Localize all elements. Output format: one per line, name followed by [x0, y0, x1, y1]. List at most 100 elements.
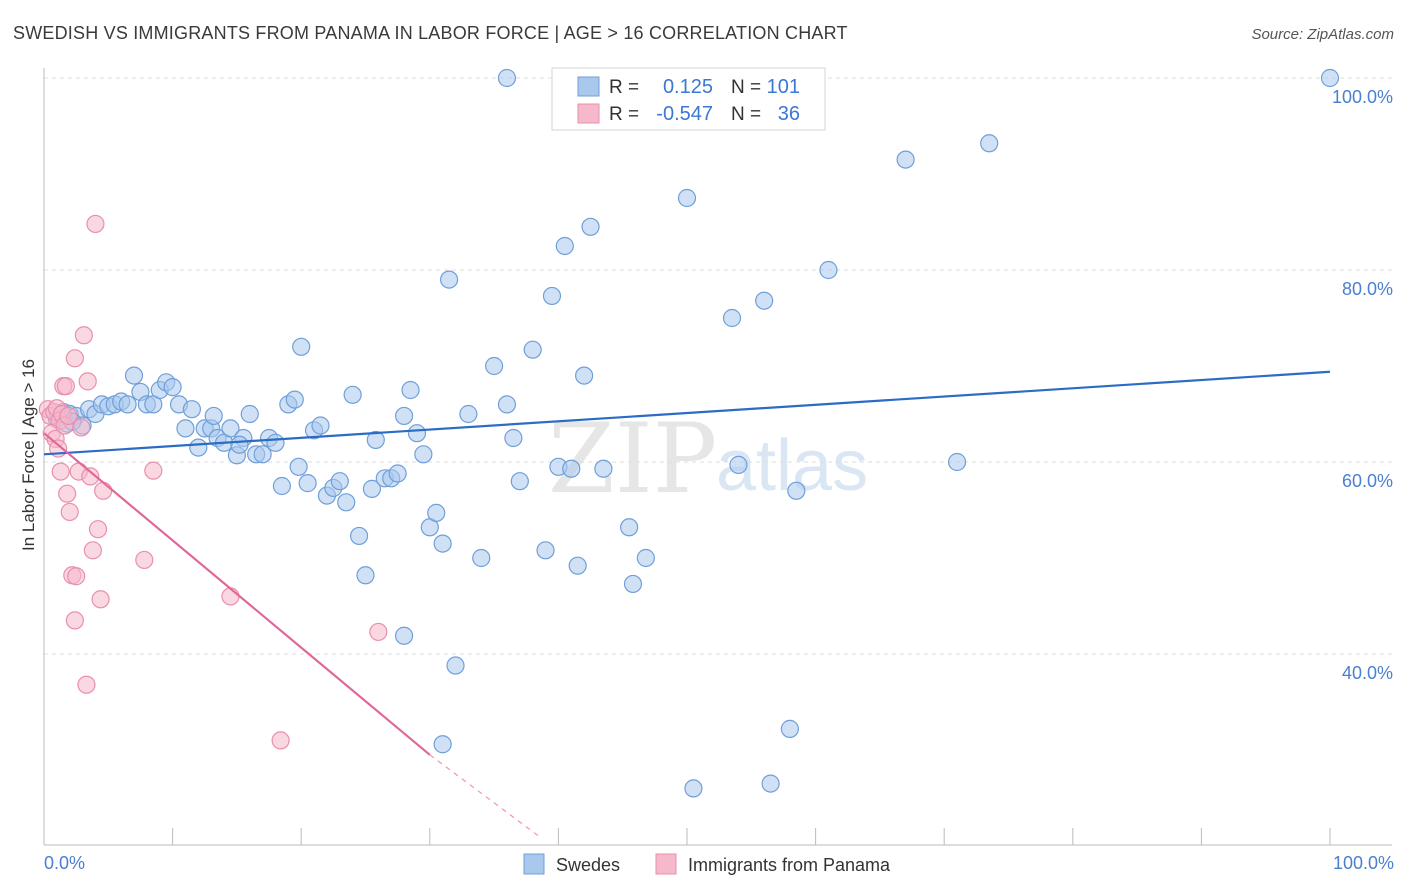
bottom-legend-swatch-panama: [655, 853, 677, 875]
panama-point-19: [74, 326, 93, 345]
panama-point-26: [91, 590, 110, 609]
swedes-point-86: [636, 548, 655, 568]
swedes-point-66: [439, 270, 459, 289]
swedes-point-82: [581, 217, 600, 236]
x-tick-label-max: 100.0%: [1333, 853, 1394, 873]
trend-line-swedes: [43, 370, 1331, 456]
swedes-point-81: [575, 366, 594, 385]
swedes-point-92: [819, 260, 838, 280]
swedes-point-91: [787, 481, 806, 500]
swedes-point-61: [407, 424, 427, 443]
legend-r-label-1: R =: [609, 77, 639, 98]
swedes-point-65: [433, 534, 452, 553]
swedes-point-53: [356, 566, 375, 585]
x-tick-label-min: 0.0%: [44, 853, 85, 873]
legend-n-value-1: 101: [767, 76, 800, 98]
swedes-point-28: [204, 406, 223, 426]
swedes-point-88: [722, 308, 742, 328]
swedes-point-80: [568, 556, 587, 575]
swedes-point-68: [459, 404, 478, 424]
swedes-point-59: [394, 406, 414, 426]
swedes-point-23: [182, 400, 201, 419]
swedes-point-93: [896, 150, 915, 169]
legend-r-label-2: R =: [609, 104, 639, 125]
swedes-point-49: [330, 472, 349, 491]
swedes-point-33: [230, 435, 249, 454]
swedes-point-51: [343, 385, 362, 404]
swedes-point-62: [414, 445, 433, 464]
swedes-point-64: [427, 503, 446, 522]
swedes-point-70: [485, 356, 504, 376]
panama-point-34: [369, 622, 388, 642]
swedes-point-84: [620, 518, 639, 537]
panama-point-13: [60, 502, 79, 522]
panama-point-12: [58, 484, 77, 503]
panama-point-23: [83, 541, 102, 560]
panama-point-9: [51, 462, 70, 481]
panama-point-18: [72, 418, 91, 437]
panama-point-24: [86, 214, 105, 234]
swedes-point-96: [394, 626, 414, 645]
swedes-point-13: [118, 395, 137, 414]
swedes-point-76: [542, 286, 562, 306]
swedes-point-34: [240, 404, 259, 424]
panama-point-16: [67, 567, 86, 586]
panama-point-27: [94, 481, 113, 500]
stats-legend: R = 0.125 N = 101 R = -0.547 N = 36: [551, 67, 826, 131]
panama-point-31: [144, 461, 163, 480]
swedes-point-58: [388, 464, 407, 483]
swedes-point-24: [189, 438, 208, 457]
swedes-point-75: [536, 541, 555, 560]
swedes-point-94: [947, 452, 967, 472]
y-tick-label-2: 80.0%: [1342, 279, 1393, 299]
bottom-legend-label-swedes: Swedes: [556, 855, 620, 875]
swedes-point-102: [1320, 68, 1340, 88]
swedes-point-89: [729, 455, 748, 474]
panama-point-32: [221, 587, 240, 606]
swedes-point-46: [311, 416, 330, 435]
trend-line-panama-extrapolated: [429, 754, 540, 837]
panama-point-20: [77, 675, 96, 694]
panama-point-35: [59, 406, 78, 426]
swedes-point-50: [337, 493, 356, 512]
bottom-legend-label-panama: Immigrants from Panama: [688, 855, 891, 875]
swedes-point-44: [298, 474, 317, 493]
panama-point-28: [65, 349, 84, 368]
swedes-point-54: [362, 479, 382, 498]
swedes-point-14: [124, 366, 144, 385]
swedes-point-73: [510, 472, 529, 491]
axes: [43, 68, 1392, 846]
swedes-point-52: [349, 526, 369, 546]
swedes-point-42: [289, 457, 308, 476]
swedes-point-55: [366, 430, 385, 450]
swedes-point-95: [980, 134, 999, 153]
swedes-point-43: [292, 337, 311, 356]
swedes-point-98: [684, 779, 703, 798]
swedes-point-72: [504, 428, 523, 448]
watermark-zip: ZIP: [548, 403, 717, 515]
legend-swatch-swedes: [577, 76, 600, 97]
chart-title: SWEDISH VS IMMIGRANTS FROM PANAMA IN LAB…: [13, 23, 848, 43]
panama-point-25: [88, 520, 108, 539]
swedes-point-41: [285, 390, 304, 409]
swedes-point-100: [780, 719, 799, 738]
swedes-point-71: [497, 395, 517, 414]
swedes-point-67: [446, 656, 465, 675]
swedes-point-30: [221, 419, 240, 438]
swedes-point-79: [562, 459, 581, 478]
panama-point-33: [271, 731, 290, 750]
swedes-point-83: [594, 459, 613, 478]
swedes-point-22: [176, 419, 195, 438]
swedes-point-85: [623, 574, 643, 594]
y-tick-labels: 40.0% 60.0% 80.0% 100.0%: [1332, 87, 1393, 683]
panama-point-15: [65, 611, 84, 630]
swedes-point-38: [266, 433, 285, 452]
trend-lines: [43, 370, 1331, 837]
swedes-point-74: [523, 340, 542, 359]
swedes-point-101: [497, 68, 517, 88]
swedes-point-97: [433, 735, 452, 754]
y-tick-label-0: 40.0%: [1342, 663, 1393, 683]
bottom-legend-swatch-swedes: [523, 853, 545, 875]
y-axis-label: In Labor Force | Age > 16: [19, 359, 38, 551]
